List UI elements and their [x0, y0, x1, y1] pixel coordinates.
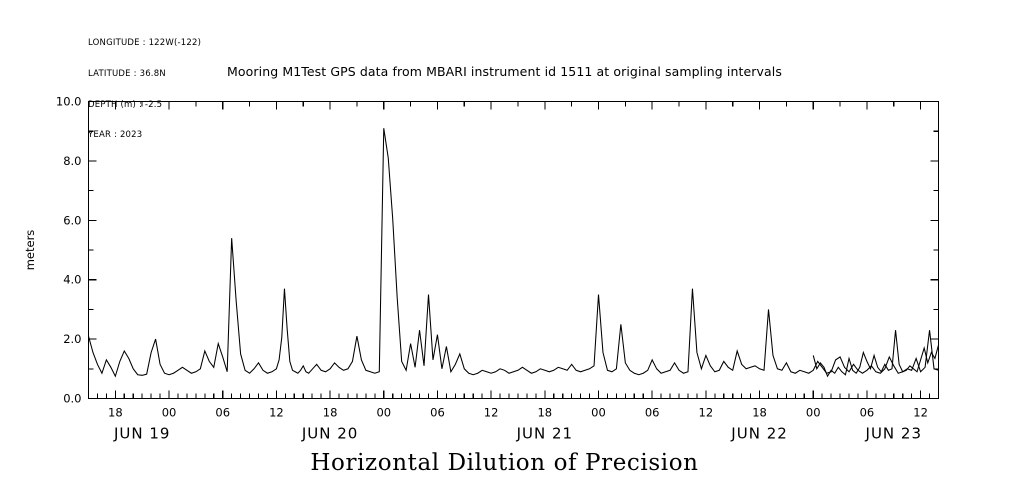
- x-tick-label: 18: [323, 406, 338, 420]
- metadata-depth: DEPTH (m) : -2.5: [88, 99, 163, 110]
- data-series-line: [87, 128, 939, 378]
- x-tick-label: 06: [645, 406, 660, 420]
- x-tick-label: 00: [376, 406, 391, 420]
- x-day-label: JUN 22: [730, 425, 787, 443]
- x-tick-label: 18: [108, 406, 123, 420]
- plot-frame: [87, 100, 940, 400]
- station-metadata: LONGITUDE : 122W(-122) LATITUDE : 36.8N …: [88, 18, 201, 151]
- y-tick-label: 2.0: [63, 332, 81, 346]
- y-axis-label: meters: [23, 230, 37, 271]
- x-axis: 18 00 06 12 18 00 06 12 18 00 06 12 18 00 06 12 JUN 19 JU…: [87, 101, 940, 443]
- x-day-label: JUN 20: [301, 425, 358, 443]
- figure-caption: Horizontal Dilution of Precision: [310, 450, 699, 476]
- data-series: [87, 128, 940, 378]
- x-tick-label: 00: [591, 406, 606, 420]
- x-day-label: JUN 23: [865, 425, 922, 443]
- x-tick-label: 18: [537, 406, 552, 420]
- x-tick-label: 12: [484, 406, 499, 420]
- plot-title: Mooring M1Test GPS data from MBARI instr…: [227, 64, 782, 79]
- x-tick-label: 06: [430, 406, 445, 420]
- x-tick-label: 18: [752, 406, 767, 420]
- x-tick-label: 12: [913, 406, 928, 420]
- y-tick-label: 4.0: [63, 273, 81, 287]
- metadata-longitude: LONGITUDE : 122W(-122): [88, 38, 202, 49]
- y-axis: 0.0 2.0 4.0 6.0 8.0 10.0: [56, 95, 939, 406]
- x-tick-label: 06: [860, 406, 875, 420]
- x-day-label: JUN 19: [113, 425, 170, 443]
- x-tick-label: 12: [699, 406, 714, 420]
- y-tick-label: 8.0: [63, 154, 81, 168]
- y-tick-label: 10.0: [56, 95, 82, 109]
- data-series-line: [812, 330, 940, 378]
- metadata-latitude: LATITUDE : 36.8N: [88, 69, 166, 80]
- x-day-label: JUN 21: [516, 425, 573, 443]
- y-tick-label: 0.0: [63, 392, 81, 406]
- y-tick-label: 6.0: [63, 213, 81, 227]
- x-tick-label: 00: [162, 406, 177, 420]
- x-tick-label: 00: [806, 406, 821, 420]
- metadata-year: YEAR : 2023: [88, 130, 143, 141]
- x-tick-label: 12: [269, 406, 284, 420]
- x-tick-label: 06: [215, 406, 230, 420]
